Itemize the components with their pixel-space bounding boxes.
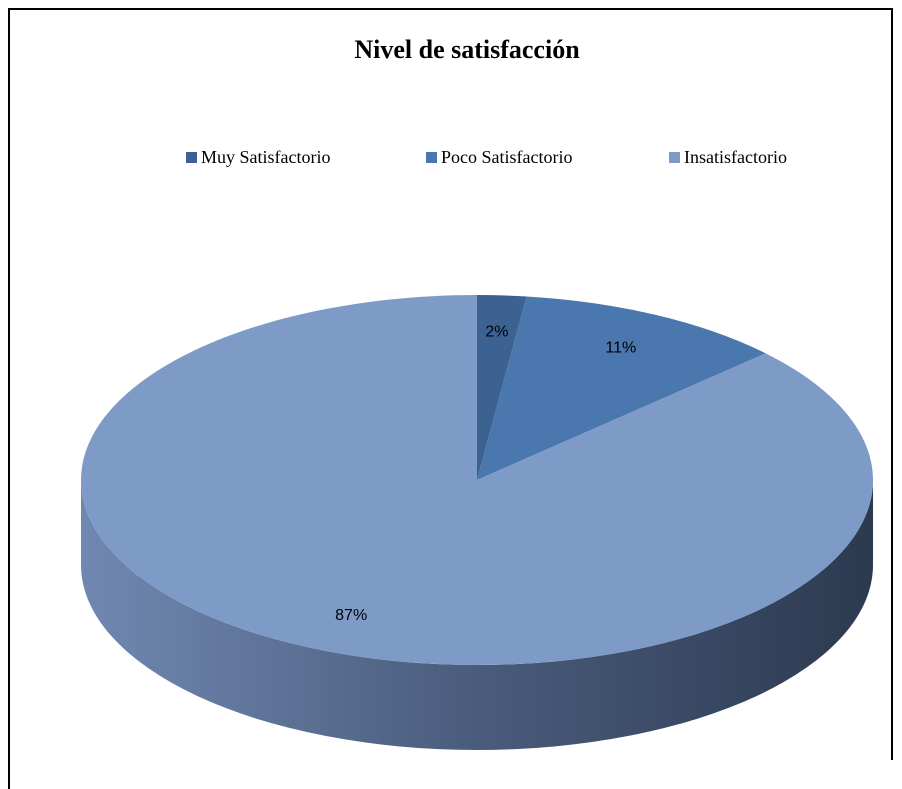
legend-swatch <box>186 152 197 163</box>
pie-slice <box>81 295 873 665</box>
legend-swatch <box>669 152 680 163</box>
legend-swatch <box>426 152 437 163</box>
data-label: 87% <box>335 607 367 624</box>
legend-label: Muy Satisfactorio <box>201 147 330 167</box>
pie-side <box>81 480 873 750</box>
data-label: 11% <box>605 339 636 356</box>
chart-title: Nivel de satisfacción <box>354 35 580 64</box>
data-label: 2% <box>485 324 508 341</box>
pie-slice <box>477 295 527 480</box>
frame <box>8 8 893 789</box>
legend-label: Poco Satisfactorio <box>441 147 572 167</box>
pie-slice <box>477 296 766 480</box>
legend-label: Insatisfactorio <box>684 147 787 167</box>
